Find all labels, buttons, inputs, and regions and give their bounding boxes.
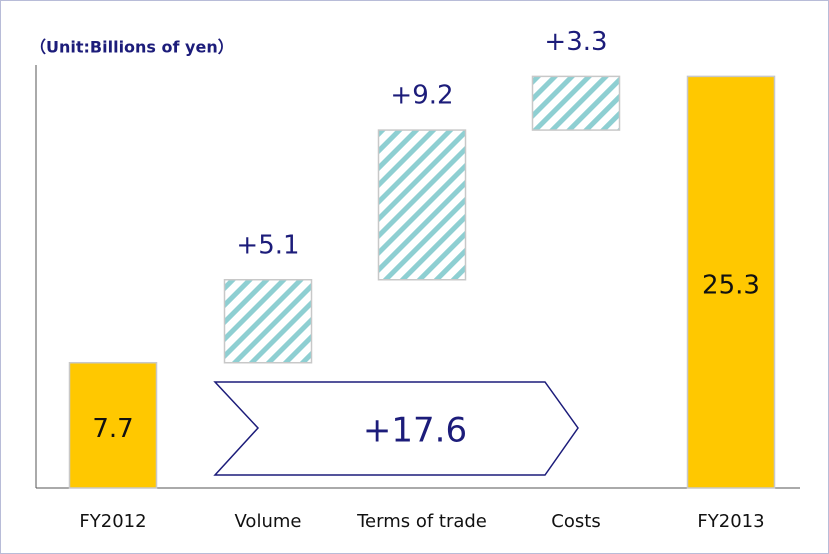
delta-bar (223, 279, 313, 364)
x-tick-label: FY2013 (697, 511, 764, 532)
total-change-arrow (213, 381, 579, 476)
value-label: 7.7 (92, 414, 133, 444)
value-label: 25.3 (702, 271, 760, 301)
subtitle: （Unit:Billions of yen） (30, 38, 234, 57)
total-bar (68, 361, 158, 489)
value-label: +5.1 (236, 230, 299, 260)
delta-bar (377, 129, 467, 281)
x-tick-label: Costs (551, 511, 600, 532)
x-tick-label: FY2012 (79, 511, 146, 532)
total-bar (686, 75, 776, 489)
x-tick-label: Terms of trade (356, 511, 487, 532)
value-label: +3.3 (544, 27, 607, 57)
x-tick-label: Volume (235, 511, 302, 532)
value-label: +9.2 (390, 81, 453, 111)
delta-bar (531, 75, 621, 131)
total-change-label: +17.6 (363, 411, 467, 451)
